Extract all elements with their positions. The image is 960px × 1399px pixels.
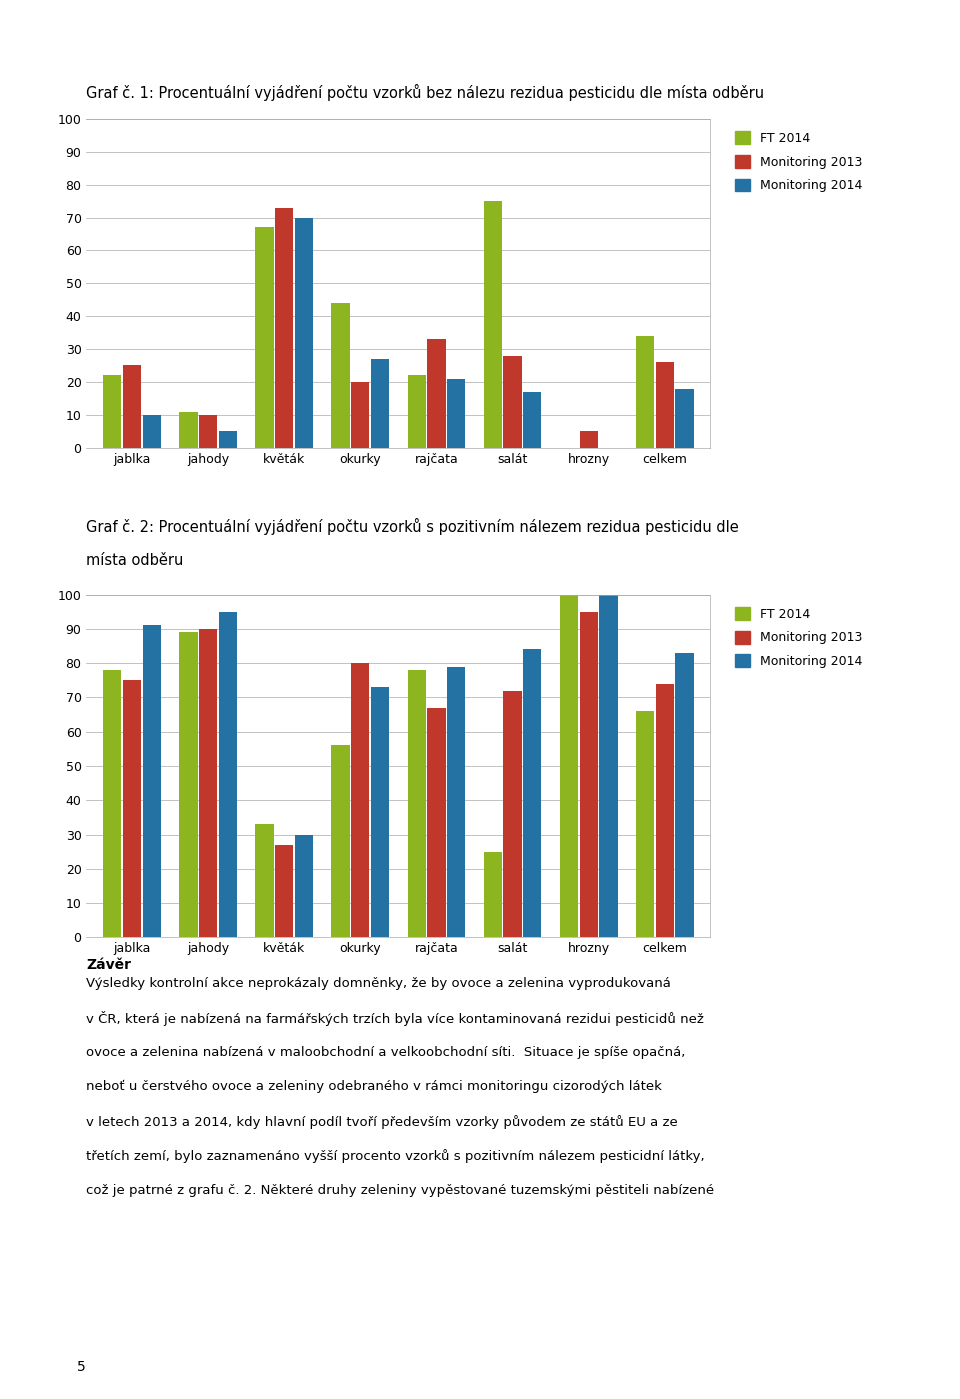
Bar [484, 852, 502, 937]
Bar [123, 680, 141, 937]
Bar [219, 431, 237, 448]
Bar [427, 339, 445, 448]
Bar [180, 411, 198, 448]
Text: ovoce a zelenina nabízená v maloobchodní a velkoobchodní síti.  Situace je spíše: ovoce a zelenina nabízená v maloobchodní… [86, 1045, 685, 1059]
Bar [676, 653, 694, 937]
Text: neboť u čerstvého ovoce a zeleniny odebraného v rámci monitoringu cizorodých lát: neboť u čerstvého ovoce a zeleniny odebr… [86, 1080, 662, 1094]
Bar [295, 217, 313, 448]
Bar [143, 625, 161, 937]
Bar [371, 360, 389, 448]
Text: v ČR, která je nabízená na farmářských trzích byla více kontaminovaná rezidui pe: v ČR, která je nabízená na farmářských t… [86, 1011, 705, 1025]
Bar [331, 746, 349, 937]
Text: což je patrné z grafu č. 2. Některé druhy zeleniny vypěstované tuzemskými pěstit: což je patrné z grafu č. 2. Některé druh… [86, 1184, 714, 1196]
Legend: FT 2014, Monitoring 2013, Monitoring 2014: FT 2014, Monitoring 2013, Monitoring 201… [730, 125, 869, 199]
Bar [199, 630, 217, 937]
Bar [219, 611, 237, 937]
Bar [503, 691, 521, 937]
Text: Výsledky kontrolní akce neprokázaly domněnky, že by ovoce a zelenina vyprodukova: Výsledky kontrolní akce neprokázaly domn… [86, 977, 671, 989]
Bar [676, 389, 694, 448]
Bar [143, 414, 161, 448]
Bar [580, 431, 598, 448]
Text: 5: 5 [77, 1360, 85, 1374]
Bar [523, 649, 541, 937]
Bar [560, 595, 578, 937]
Bar [276, 207, 294, 448]
Bar [447, 379, 466, 448]
Text: v letech 2013 a 2014, kdy hlavní podíl tvoří především vzorky původem ze států E: v letech 2013 a 2014, kdy hlavní podíl t… [86, 1115, 678, 1129]
Bar [331, 304, 349, 448]
Bar [523, 392, 541, 448]
Bar [599, 595, 617, 937]
Bar [351, 382, 370, 448]
Bar [123, 365, 141, 448]
Bar [636, 336, 654, 448]
Bar [371, 687, 389, 937]
Text: místa odběru: místa odběru [86, 553, 183, 568]
Bar [103, 670, 121, 937]
Bar [580, 611, 598, 937]
Bar [656, 362, 674, 448]
Text: Závěr: Závěr [86, 958, 132, 972]
Bar [656, 684, 674, 937]
Bar [255, 824, 274, 937]
Legend: FT 2014, Monitoring 2013, Monitoring 2014: FT 2014, Monitoring 2013, Monitoring 201… [730, 600, 869, 674]
Bar [199, 414, 217, 448]
Bar [276, 845, 294, 937]
Bar [295, 834, 313, 937]
Bar [636, 711, 654, 937]
Bar [255, 228, 274, 448]
Bar [503, 355, 521, 448]
Bar [484, 201, 502, 448]
Bar [447, 666, 466, 937]
Bar [408, 670, 426, 937]
Text: Graf č. 2: Procentuální vyjádření počtu vzorků s pozitivním nálezem rezidua pest: Graf č. 2: Procentuální vyjádření počtu … [86, 518, 739, 534]
Bar [351, 663, 370, 937]
Bar [180, 632, 198, 937]
Text: třetích zemí, bylo zaznamenáno vyšší procento vzorků s pozitivním nálezem pestic: třetích zemí, bylo zaznamenáno vyšší pro… [86, 1150, 705, 1163]
Bar [103, 375, 121, 448]
Bar [408, 375, 426, 448]
Bar [427, 708, 445, 937]
Text: Graf č. 1: Procentuální vyjádření počtu vzorků bez nálezu rezidua pesticidu dle : Graf č. 1: Procentuální vyjádření počtu … [86, 84, 764, 101]
